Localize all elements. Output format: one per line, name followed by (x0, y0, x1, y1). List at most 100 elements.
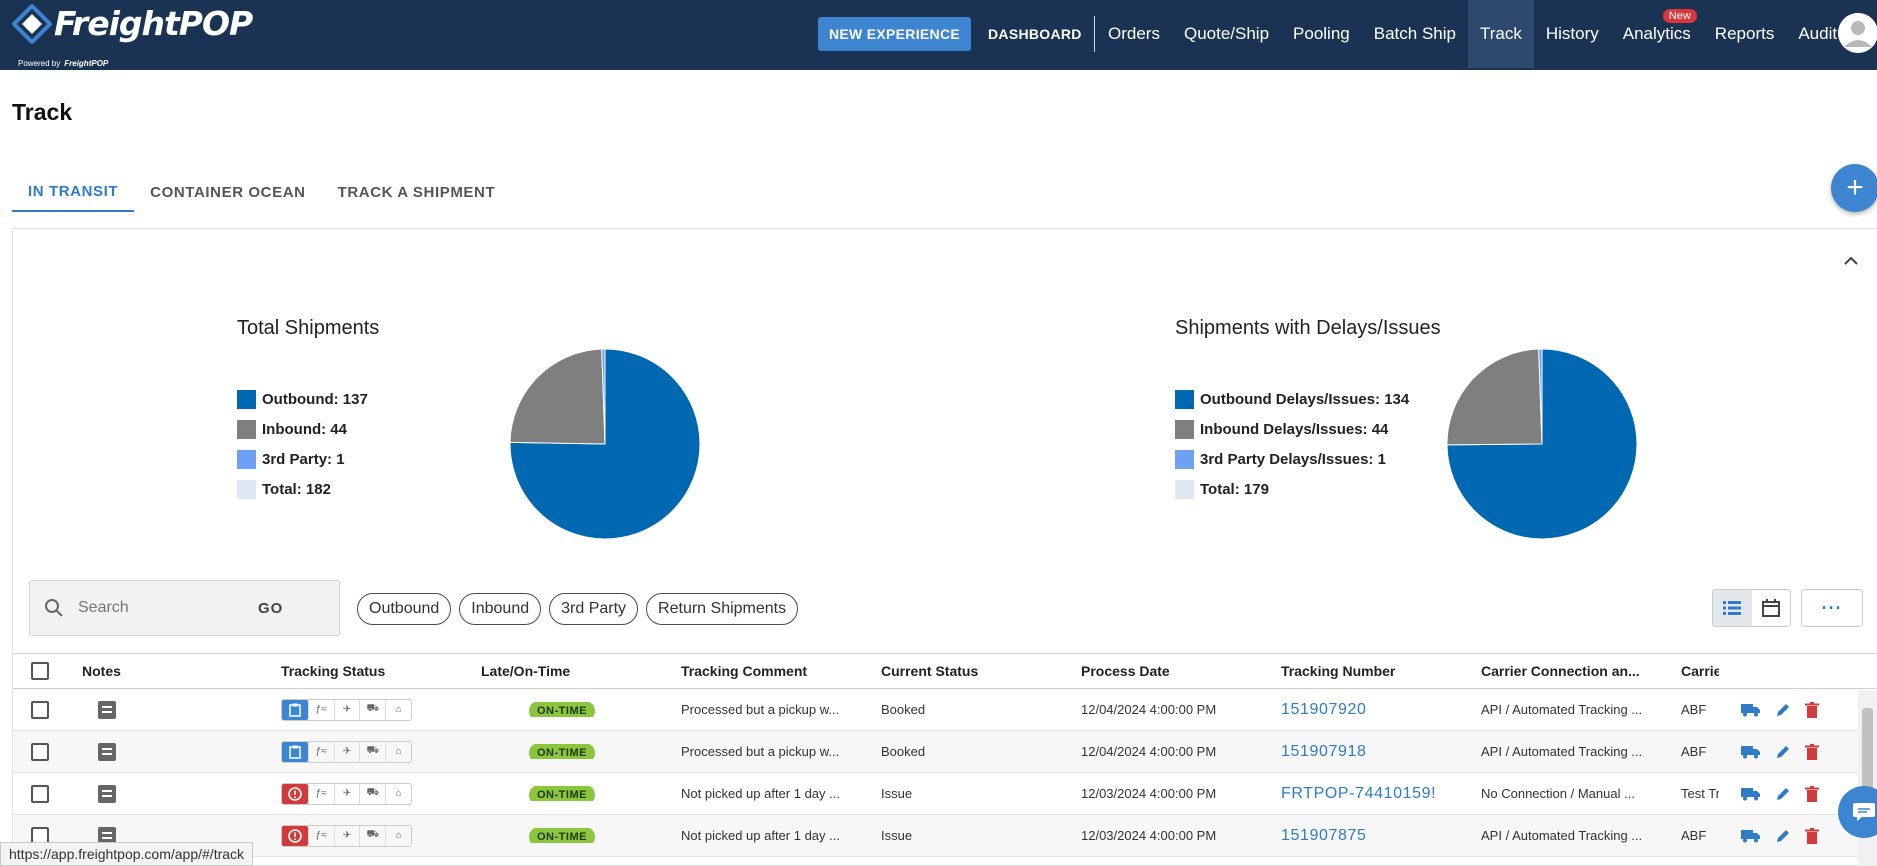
truck-icon[interactable]: ⛟ (359, 699, 385, 720)
nav-track[interactable]: Track (1467, 0, 1534, 68)
outbound-slice[interactable] (509, 348, 701, 540)
late-cell: ON-TIME (481, 744, 681, 759)
tracking-number-link[interactable]: 151907920 (1281, 700, 1367, 718)
outbound-slice[interactable] (1446, 348, 1638, 540)
truck-action-icon[interactable] (1741, 745, 1761, 759)
legend-swatch (237, 389, 256, 409)
plane-off-icon[interactable]: ✈ (333, 741, 360, 762)
notes-icon[interactable] (98, 826, 116, 845)
table-scrollbar[interactable] (1858, 690, 1877, 866)
third-party-slice[interactable] (1538, 348, 1543, 445)
edit-icon[interactable] (1775, 786, 1791, 802)
table-row[interactable]: ƒ≈ ✈ ⛟ ⌂ ON-TIME Processed but a pickup … (13, 731, 1877, 773)
col-late-on-time[interactable]: Late/On-Time (481, 663, 571, 679)
delete-icon[interactable] (1805, 743, 1819, 760)
nav-pooling[interactable]: Pooling (1281, 0, 1362, 68)
warehouse-icon[interactable]: ⌂ (385, 741, 411, 762)
notes-icon[interactable] (98, 742, 116, 761)
alert-icon[interactable] (282, 825, 308, 846)
edit-icon[interactable] (1775, 702, 1791, 718)
third-party-slice[interactable] (601, 348, 606, 445)
signature-icon[interactable]: ƒ≈ (307, 783, 334, 804)
filter-outbound[interactable]: Outbound (357, 593, 452, 625)
truck-action-icon[interactable] (1741, 787, 1761, 801)
row-checkbox[interactable] (31, 742, 49, 761)
carrier: Test Tr (1681, 786, 1719, 801)
clipboard-icon[interactable] (282, 741, 308, 762)
plane-off-icon[interactable]: ✈ (333, 783, 360, 804)
col-tracking-comment[interactable]: Tracking Comment (681, 663, 808, 679)
nav-label: Orders (1108, 24, 1160, 43)
warehouse-icon[interactable]: ⌂ (385, 699, 411, 720)
table-row[interactable]: ƒ≈ ✈ ⛟ ⌂ ON-TIME Processed but a pickup … (13, 689, 1877, 731)
filter-return-shipments[interactable]: Return Shipments (646, 593, 799, 625)
delete-icon[interactable] (1805, 827, 1819, 844)
truck-icon[interactable]: ⛟ (359, 783, 385, 804)
tracking-number-link[interactable]: FRTPOP-74410159! (1281, 784, 1437, 802)
signature-icon[interactable]: ƒ≈ (307, 825, 334, 846)
freightpop-logo[interactable]: FreightPOP (12, 4, 253, 44)
col-carrier[interactable]: Carrie (1681, 663, 1719, 679)
nav-history[interactable]: History (1534, 0, 1611, 68)
inbound-slice[interactable] (1446, 348, 1543, 446)
row-checkbox[interactable] (31, 700, 49, 719)
col-notes[interactable]: Notes (82, 663, 121, 679)
warehouse-icon[interactable]: ⌂ (385, 825, 411, 846)
edit-icon[interactable] (1775, 744, 1791, 760)
dashboard-button[interactable]: DASHBOARD (988, 26, 1082, 42)
go-button[interactable]: GO (258, 599, 284, 617)
col-carrier-connection[interactable]: Carrier Connection an... (1481, 663, 1640, 679)
filter-third-party[interactable]: 3rd Party (549, 593, 639, 625)
clipboard-icon[interactable] (282, 699, 308, 720)
calendar-view-button[interactable] (1752, 590, 1791, 626)
filter-inbound[interactable]: Inbound (459, 593, 542, 625)
tab-track-a-shipment[interactable]: TRACK A SHIPMENT (337, 183, 496, 201)
chat-button[interactable] (1838, 786, 1877, 838)
alert-icon[interactable] (282, 783, 308, 804)
list-view-button[interactable] (1713, 590, 1752, 626)
col-tracking-status[interactable]: Tracking Status (281, 663, 386, 679)
signature-icon[interactable]: ƒ≈ (307, 741, 334, 762)
table-row[interactable]: ƒ≈ ✈ ⛟ ⌂ ON-TIME Not picked up after 1 d… (13, 773, 1877, 815)
row-checkbox[interactable] (31, 784, 49, 803)
select-all-checkbox[interactable] (31, 662, 49, 680)
tab-in-transit[interactable]: IN TRANSIT (12, 172, 135, 212)
col-current-status[interactable]: Current Status (881, 663, 979, 679)
notes-icon[interactable] (98, 784, 116, 803)
signature-icon[interactable]: ƒ≈ (307, 699, 334, 720)
col-process-date[interactable]: Process Date (1081, 663, 1170, 679)
truck-icon[interactable]: ⛟ (359, 741, 385, 762)
row-actions (1719, 827, 1819, 844)
inbound-slice[interactable] (509, 348, 606, 445)
tracking-comment: Not picked up after 1 day ... (681, 786, 840, 801)
tab-container-ocean[interactable]: CONTAINER OCEAN (150, 183, 306, 201)
more-options-button[interactable]: ··· (1801, 589, 1863, 627)
tracking-number-link[interactable]: 151907918 (1281, 742, 1367, 760)
nav-quote-ship[interactable]: Quote/Ship (1172, 0, 1281, 68)
truck-action-icon[interactable] (1741, 829, 1761, 843)
add-button[interactable]: + (1831, 164, 1877, 212)
edit-icon[interactable] (1775, 828, 1791, 844)
notes-icon[interactable] (98, 700, 116, 719)
delete-icon[interactable] (1805, 785, 1819, 802)
plane-off-icon[interactable]: ✈ (333, 825, 360, 846)
nav-orders[interactable]: Orders (1096, 0, 1172, 68)
plane-off-icon[interactable]: ✈ (333, 699, 360, 720)
search-input[interactable] (78, 599, 258, 617)
warehouse-icon[interactable]: ⌂ (385, 783, 411, 804)
user-avatar[interactable] (1838, 13, 1877, 53)
nav-reports[interactable]: Reports (1703, 0, 1787, 68)
nav-audit[interactable]: Audit (1786, 0, 1849, 68)
truck-icon[interactable]: ⛟ (359, 825, 385, 846)
delete-icon[interactable] (1805, 701, 1819, 718)
nav-analytics[interactable]: Analytics New (1611, 0, 1703, 68)
tracking-number-link[interactable]: 151907875 (1281, 826, 1367, 844)
scroll-thumb[interactable] (1862, 708, 1873, 798)
table-row[interactable]: ƒ≈ ✈ ⛟ ⌂ ON-TIME Not picked up after 1 d… (13, 815, 1877, 857)
chevron-up-icon[interactable] (1842, 252, 1860, 270)
col-tracking-number[interactable]: Tracking Number (1281, 663, 1396, 679)
new-experience-button[interactable]: NEW EXPERIENCE (818, 17, 971, 51)
carrier-connection: API / Automated Tracking ... (1481, 744, 1643, 759)
nav-batch-ship[interactable]: Batch Ship (1362, 0, 1468, 68)
truck-action-icon[interactable] (1741, 703, 1761, 717)
